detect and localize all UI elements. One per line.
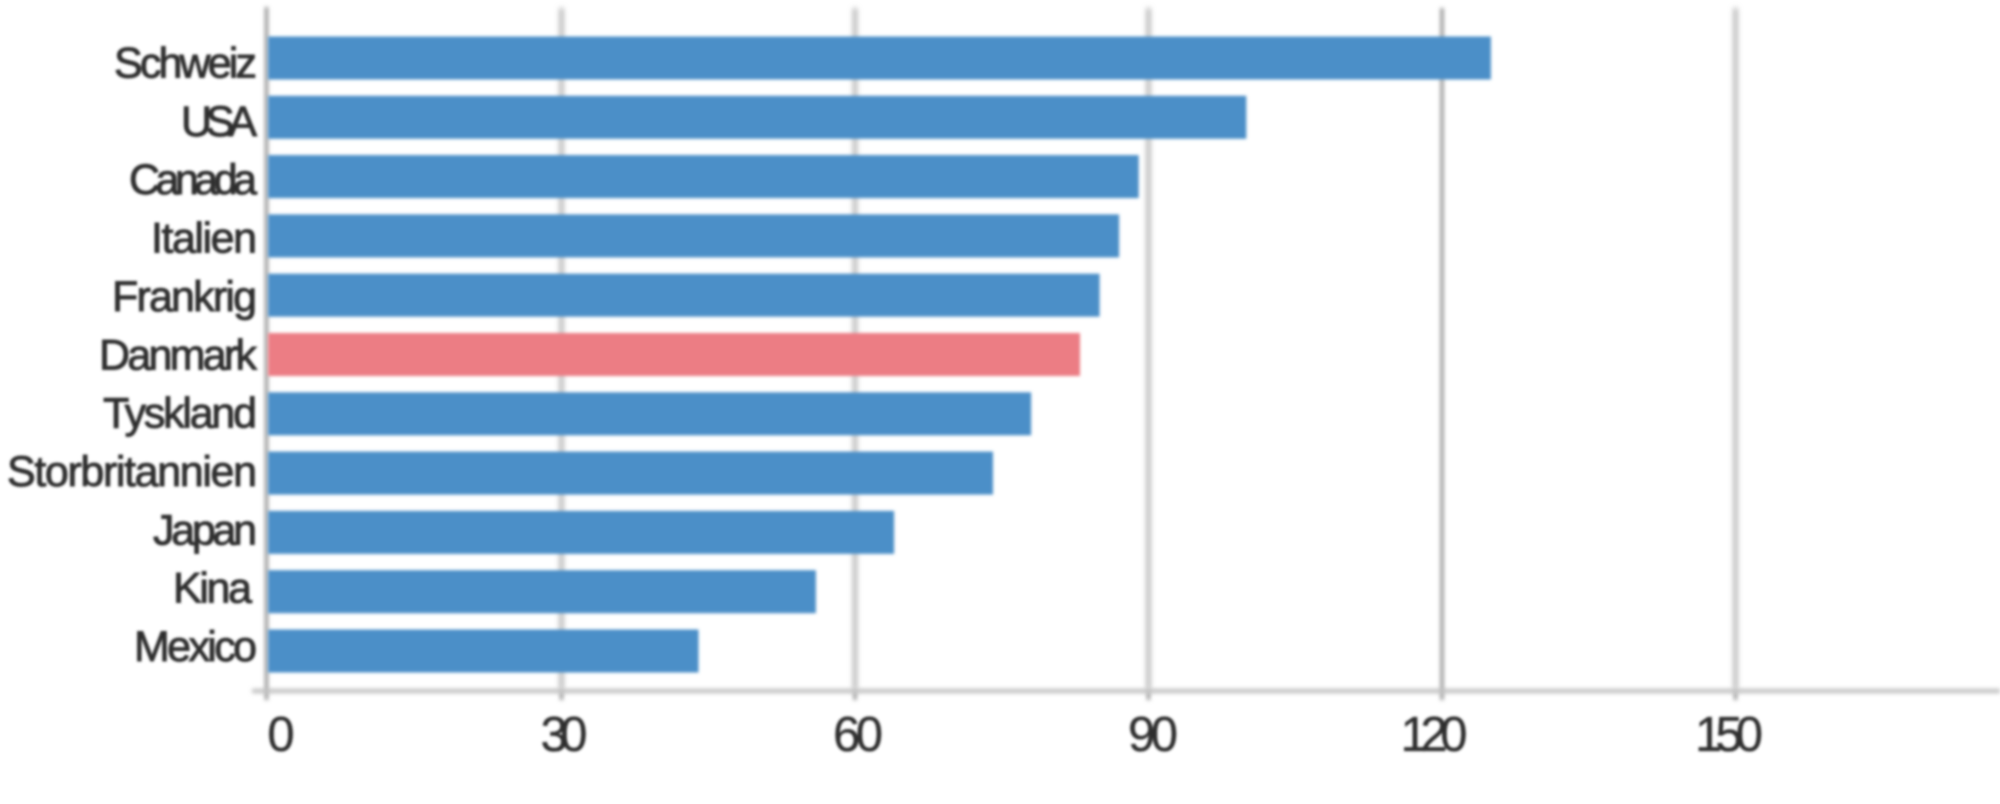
svg-text:Danmark: Danmark — [99, 331, 258, 379]
svg-text:Italien: Italien — [151, 215, 257, 263]
svg-text:30: 30 — [541, 708, 588, 762]
svg-text:0: 0 — [267, 708, 294, 762]
svg-text:USA: USA — [181, 98, 257, 146]
svg-text:120: 120 — [1401, 708, 1468, 762]
svg-text:Japan: Japan — [153, 506, 257, 554]
svg-text:Storbritannien: Storbritannien — [7, 448, 257, 496]
svg-text:60: 60 — [833, 708, 883, 762]
svg-text:90: 90 — [1128, 708, 1178, 762]
svg-text:Tyskland: Tyskland — [103, 390, 257, 438]
svg-text:Schweiz: Schweiz — [114, 40, 257, 88]
svg-text:150: 150 — [1695, 708, 1763, 762]
svg-text:Mexico: Mexico — [134, 623, 257, 671]
svg-text:Canada: Canada — [129, 156, 257, 204]
svg-text:Frankrig: Frankrig — [112, 273, 257, 321]
svg-text:Kina: Kina — [173, 565, 252, 613]
